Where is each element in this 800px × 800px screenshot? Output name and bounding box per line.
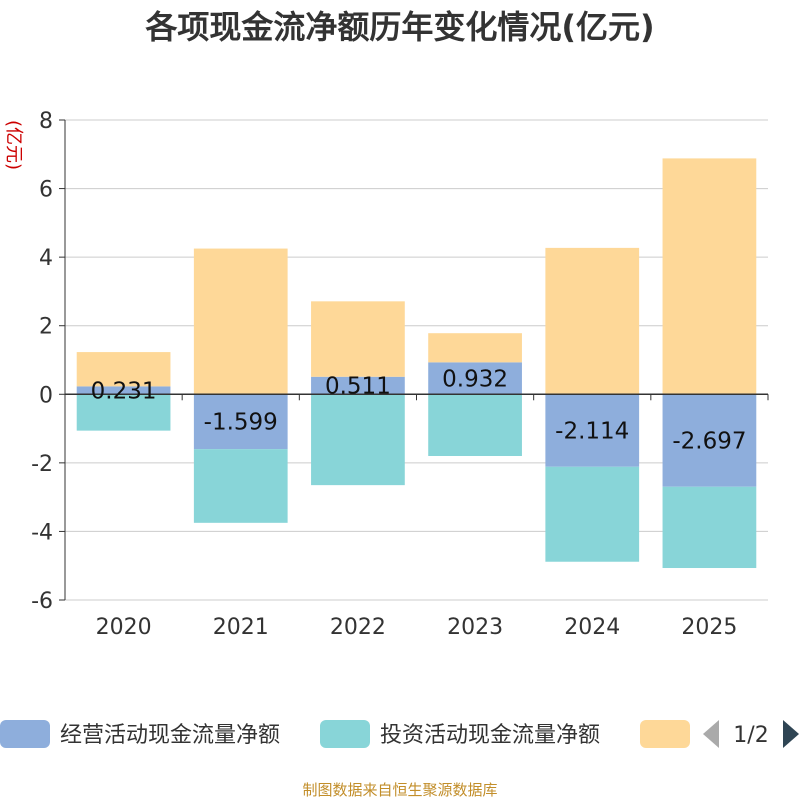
x-tick-label: 2020 bbox=[96, 615, 152, 640]
bar-series-1-2020[interactable] bbox=[76, 394, 171, 431]
bar-series-2-2020[interactable] bbox=[76, 352, 171, 387]
x-tick-label: 2021 bbox=[213, 615, 269, 640]
bar-series-1-2022[interactable] bbox=[311, 394, 405, 486]
y-tick-label: -6 bbox=[31, 589, 53, 614]
data-label: -1.599 bbox=[204, 410, 278, 436]
y-tick-label: 0 bbox=[39, 383, 53, 408]
bar-series-0-2020[interactable] bbox=[76, 386, 171, 395]
bar-series-0-2022[interactable] bbox=[311, 376, 405, 395]
bar-series-1-2023[interactable] bbox=[428, 394, 522, 456]
legend-prev-page-icon[interactable] bbox=[703, 720, 719, 748]
bar-series-2-2025[interactable] bbox=[662, 158, 757, 395]
x-tick-label: 2025 bbox=[681, 615, 737, 640]
legend-swatch-series-2[interactable] bbox=[640, 720, 690, 748]
legend-page-indicator: 1/2 bbox=[733, 723, 768, 748]
bar-series-2-2024[interactable] bbox=[545, 247, 640, 395]
bar-series-0-2023[interactable] bbox=[428, 362, 522, 395]
y-tick-label: -4 bbox=[31, 520, 53, 545]
y-axis-label: (亿元) bbox=[3, 120, 24, 170]
data-label: -2.697 bbox=[672, 429, 746, 455]
y-tick-label: 2 bbox=[39, 315, 53, 340]
legend-swatch-series-0[interactable] bbox=[0, 720, 50, 748]
x-tick-label: 2023 bbox=[447, 615, 503, 640]
bar-series-0-2025[interactable] bbox=[662, 394, 757, 487]
y-tick-label: 8 bbox=[39, 109, 53, 134]
bar-series-0-2021[interactable] bbox=[193, 394, 288, 450]
data-label: 0.231 bbox=[91, 378, 157, 404]
legend-next-page-icon[interactable] bbox=[783, 720, 799, 748]
bar-series-2-2021[interactable] bbox=[193, 248, 288, 395]
data-label: -2.114 bbox=[555, 419, 629, 445]
bar-series-0-2024[interactable] bbox=[545, 394, 640, 467]
data-label: 0.932 bbox=[442, 366, 508, 392]
x-tick-label: 2024 bbox=[564, 615, 620, 640]
legend-label-series-1[interactable]: 投资活动现金流量净额 bbox=[380, 723, 600, 748]
data-source-note: 制图数据来自恒生聚源数据库 bbox=[302, 781, 497, 799]
bar-series-2-2022[interactable] bbox=[311, 301, 405, 377]
y-tick-label: 6 bbox=[39, 178, 53, 203]
bar-series-2-2023[interactable] bbox=[428, 333, 522, 363]
bar-series-1-2024[interactable] bbox=[545, 466, 640, 562]
legend-label-series-0[interactable]: 经营活动现金流量净额 bbox=[60, 723, 280, 748]
y-tick-label: -2 bbox=[31, 452, 53, 477]
chart-title: 各项现金流净额历年变化情况(亿元) bbox=[145, 8, 654, 46]
data-label: 0.511 bbox=[325, 374, 391, 400]
y-tick-label: 4 bbox=[39, 246, 53, 271]
legend-swatch-series-1[interactable] bbox=[320, 720, 370, 748]
bar-series-1-2025[interactable] bbox=[662, 486, 757, 569]
bar-series-1-2021[interactable] bbox=[193, 449, 288, 523]
x-tick-label: 2022 bbox=[330, 615, 386, 640]
